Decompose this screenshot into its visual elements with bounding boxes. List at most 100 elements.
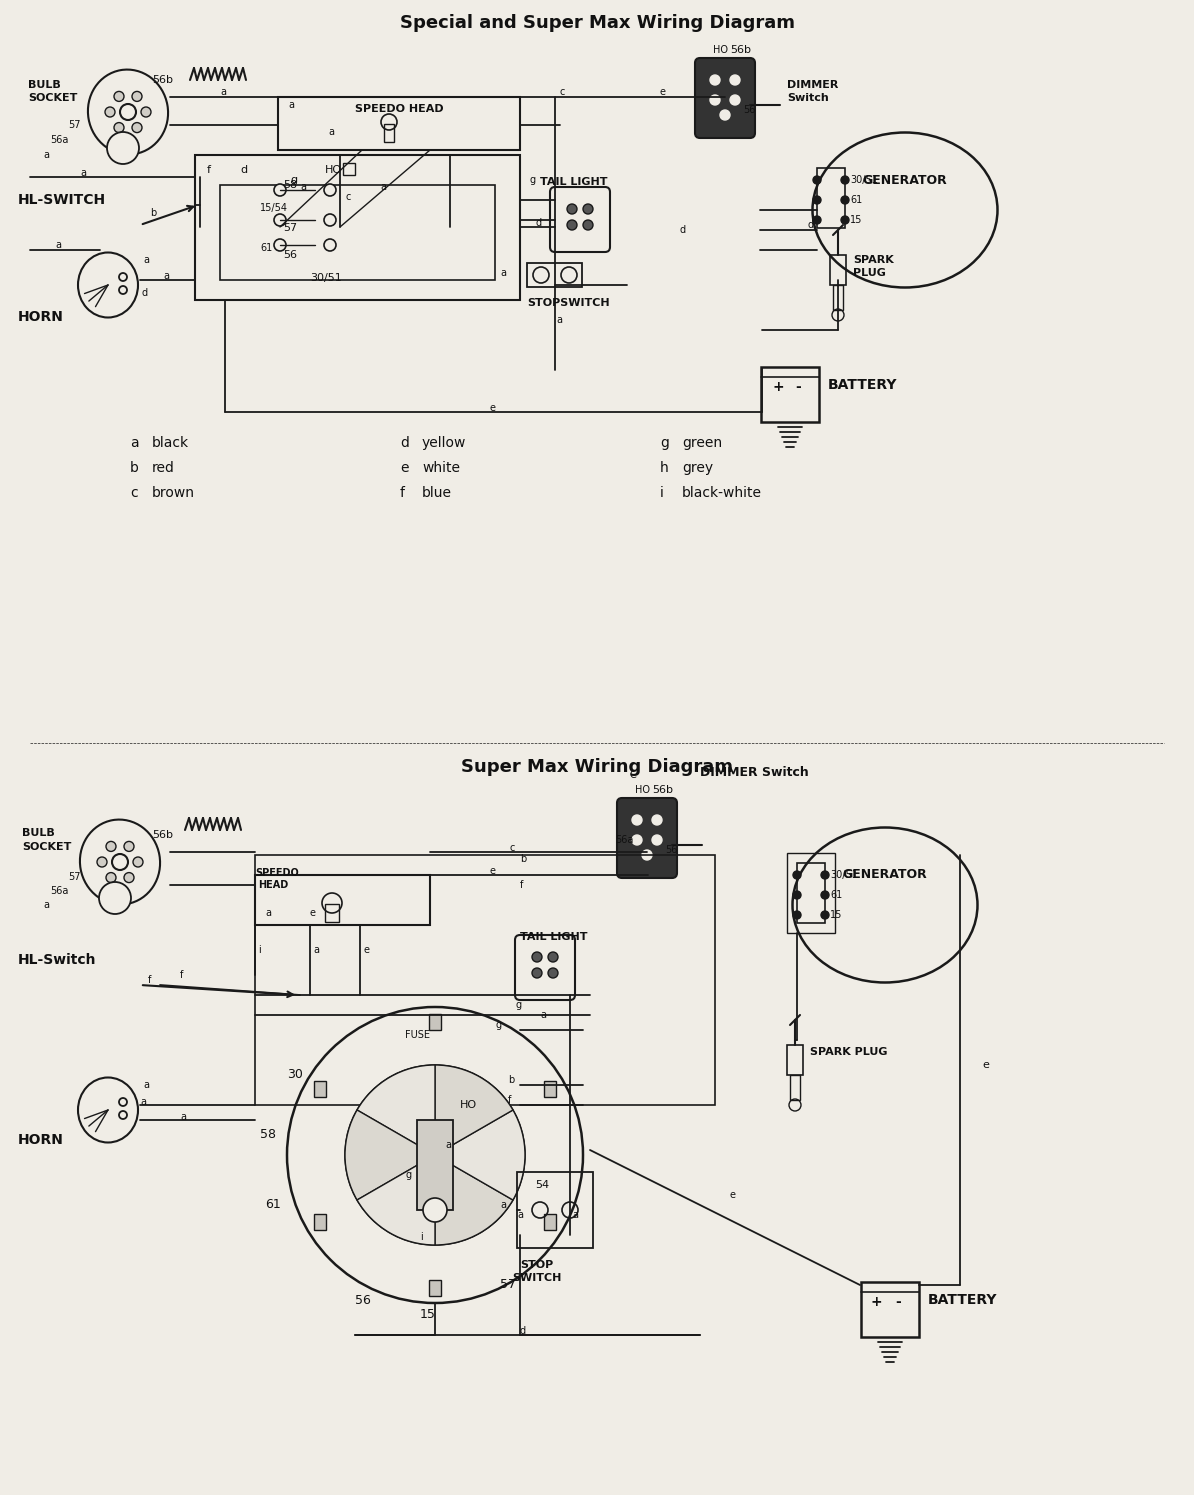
Bar — [787, 854, 835, 933]
Circle shape — [322, 893, 341, 913]
Text: a: a — [180, 1112, 186, 1123]
Ellipse shape — [80, 819, 160, 904]
Ellipse shape — [78, 1078, 139, 1142]
Text: SOCKET: SOCKET — [27, 93, 78, 103]
Text: TAIL LIGHT: TAIL LIGHT — [540, 176, 608, 187]
Text: d: d — [240, 164, 247, 175]
Circle shape — [632, 815, 642, 825]
Text: f: f — [521, 881, 523, 890]
Text: 56: 56 — [355, 1293, 371, 1307]
Text: HL-Switch: HL-Switch — [18, 952, 97, 967]
Circle shape — [381, 114, 396, 130]
Text: a: a — [80, 167, 86, 178]
Bar — [833, 286, 843, 309]
Circle shape — [133, 123, 142, 133]
Bar — [384, 124, 394, 142]
Text: HORN: HORN — [18, 1133, 63, 1147]
Bar — [220, 185, 496, 280]
Text: grey: grey — [682, 460, 713, 475]
Text: d: d — [400, 437, 408, 450]
Text: 56b: 56b — [652, 785, 673, 795]
Circle shape — [720, 111, 730, 120]
Text: i: i — [660, 486, 664, 499]
Text: 30/51: 30/51 — [850, 175, 878, 185]
Text: f: f — [207, 164, 211, 175]
Text: HL-SWITCH: HL-SWITCH — [18, 193, 106, 206]
Text: f: f — [148, 975, 152, 985]
Text: PLUG: PLUG — [853, 268, 886, 278]
Bar — [429, 1280, 441, 1296]
Text: e: e — [660, 87, 666, 97]
Circle shape — [133, 91, 142, 102]
Text: HO: HO — [713, 45, 728, 55]
Text: -: - — [795, 380, 801, 395]
Text: a: a — [130, 437, 139, 450]
Circle shape — [813, 196, 821, 203]
Wedge shape — [435, 1064, 513, 1156]
Text: HO: HO — [635, 785, 650, 795]
Text: red: red — [152, 460, 174, 475]
Bar — [861, 1283, 919, 1337]
Circle shape — [533, 952, 542, 961]
Circle shape — [567, 203, 577, 214]
FancyBboxPatch shape — [515, 934, 576, 1000]
Text: b: b — [130, 460, 139, 475]
Circle shape — [730, 75, 740, 85]
Text: black-white: black-white — [682, 486, 762, 499]
Text: 61: 61 — [260, 244, 272, 253]
Circle shape — [105, 108, 115, 117]
Circle shape — [813, 215, 821, 224]
Text: g: g — [530, 175, 536, 185]
Circle shape — [99, 882, 131, 913]
Text: 61: 61 — [850, 194, 862, 205]
Text: 56b: 56b — [730, 45, 751, 55]
Text: h: h — [660, 460, 669, 475]
Text: d: d — [521, 1326, 527, 1337]
Text: 15: 15 — [420, 1308, 436, 1322]
Text: 56: 56 — [665, 845, 677, 855]
Circle shape — [273, 214, 287, 226]
Text: a: a — [445, 1141, 451, 1150]
Text: +: + — [870, 1295, 881, 1310]
Circle shape — [273, 239, 287, 251]
Text: SPEEDO HEAD: SPEEDO HEAD — [355, 105, 443, 114]
Bar — [761, 366, 819, 422]
Circle shape — [841, 176, 849, 184]
Circle shape — [324, 239, 336, 251]
Text: SPEEDO: SPEEDO — [256, 869, 298, 878]
Text: a: a — [288, 100, 294, 111]
Text: +: + — [773, 380, 783, 395]
Circle shape — [710, 75, 720, 85]
Circle shape — [583, 220, 593, 230]
Text: a: a — [380, 182, 386, 191]
Bar — [429, 1014, 441, 1030]
Bar — [417, 1120, 453, 1209]
Text: 56a: 56a — [50, 887, 68, 896]
Circle shape — [841, 196, 849, 203]
Text: STOPSWITCH: STOPSWITCH — [527, 298, 610, 308]
Text: e: e — [981, 1060, 989, 1070]
Text: Switch: Switch — [787, 93, 829, 103]
Text: FUSE: FUSE — [405, 1030, 430, 1041]
Text: 57: 57 — [283, 223, 297, 233]
Text: c: c — [130, 486, 137, 499]
Circle shape — [567, 220, 577, 230]
Circle shape — [106, 873, 116, 882]
Circle shape — [113, 91, 124, 102]
Circle shape — [121, 105, 136, 120]
Text: DIMMER Switch: DIMMER Switch — [700, 767, 808, 779]
Text: blue: blue — [421, 486, 453, 499]
Text: 61: 61 — [265, 1199, 281, 1211]
Text: Special and Super Max Wiring Diagram: Special and Super Max Wiring Diagram — [400, 13, 794, 31]
Text: white: white — [421, 460, 460, 475]
Bar — [314, 1214, 326, 1229]
Text: i: i — [258, 945, 260, 955]
Bar — [278, 97, 521, 150]
Circle shape — [113, 123, 124, 133]
Text: e: e — [400, 460, 408, 475]
Text: a: a — [220, 87, 226, 97]
Text: 30/51: 30/51 — [310, 274, 341, 283]
Circle shape — [133, 857, 143, 867]
Text: g: g — [496, 1020, 501, 1030]
Text: 30: 30 — [287, 1069, 303, 1081]
